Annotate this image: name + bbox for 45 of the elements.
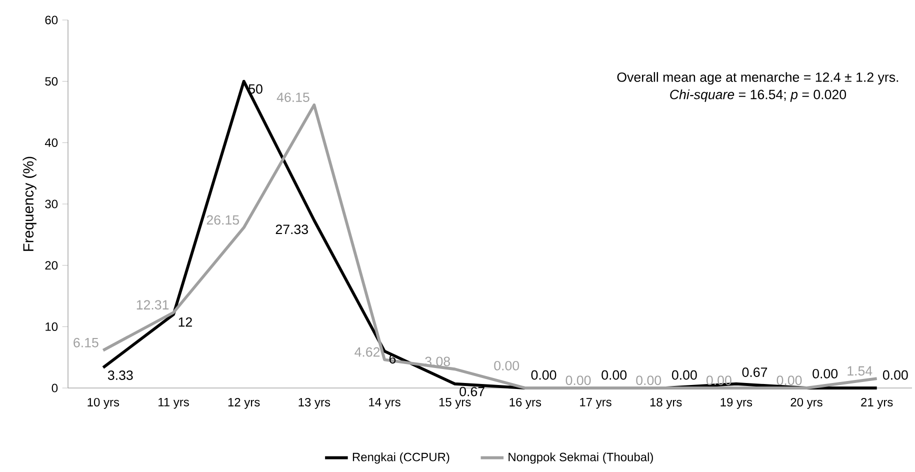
data-label: 4.62: [354, 347, 380, 357]
x-tick-label: 15 yrs: [439, 398, 471, 409]
data-label: 0.00: [636, 376, 662, 386]
data-label: 0.00: [494, 360, 520, 370]
data-label: 0.00: [602, 370, 627, 380]
y-axis-title: Frequency (%): [22, 156, 36, 251]
x-tick-label: 16 yrs: [510, 398, 542, 409]
y-tick-label: 20: [45, 261, 58, 270]
y-tick-label: 0: [52, 384, 58, 392]
x-tick-label: 11 yrs: [158, 398, 189, 409]
y-tick-label: 30: [45, 200, 58, 208]
data-label: 0.00: [706, 376, 732, 386]
x-tick-label: 14 yrs: [369, 398, 400, 409]
annotation: Chi-square = 16.54; p = 0.020: [670, 89, 846, 102]
y-tick-label: 50: [45, 77, 58, 86]
y-tick-label: 40: [44, 138, 58, 147]
data-label: 3.33: [108, 370, 133, 380]
data-label: 1.54: [848, 366, 872, 376]
data-label: 46.15: [276, 92, 310, 102]
x-tick-label: 17 yrs: [580, 398, 612, 409]
data-label: 0.00: [566, 376, 591, 386]
annotation: Overall mean age at menarche = 12.4 ± 1.2 yrs.: [617, 72, 898, 85]
x-tick-label: 19 yrs: [720, 398, 752, 409]
data-label: 12.31: [136, 300, 169, 310]
x-tick-label: 21 yrs: [861, 398, 893, 409]
x-tick-label: 13 yrs: [298, 398, 330, 409]
data-label: 12: [178, 317, 192, 327]
data-label: 0.00: [531, 370, 556, 380]
data-label: 6.15: [74, 338, 98, 348]
data-label: 0.00: [672, 370, 697, 380]
data-label: 0.00: [812, 368, 838, 378]
legend-label: Nongpok Sekmai (Thoubal): [508, 452, 653, 464]
x-tick-label: 18 yrs: [650, 398, 682, 409]
data-label: 0.00: [882, 370, 908, 380]
x-tick-label: 20 yrs: [790, 398, 822, 409]
data-label: 26.15: [206, 215, 240, 225]
y-tick-label: 60: [45, 16, 58, 24]
x-tick-label: 12 yrs: [228, 398, 260, 409]
data-label: 0.67: [742, 368, 768, 377]
data-label: 0.00: [776, 376, 802, 386]
x-tick-label: 10 yrs: [88, 398, 120, 409]
data-label: 27.33: [276, 224, 308, 234]
data-label: 0.67: [460, 386, 484, 396]
y-tick-label: 10: [46, 322, 58, 331]
legend-label: Rengkai (CCPUR): [352, 452, 450, 464]
